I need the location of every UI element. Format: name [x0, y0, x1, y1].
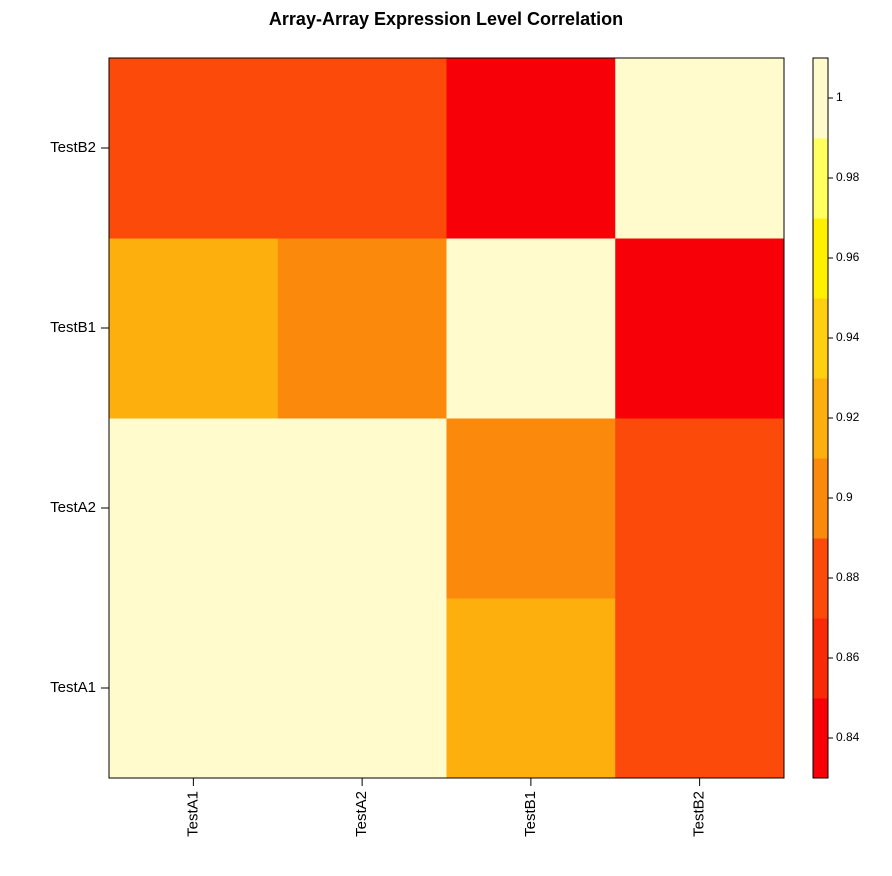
heat-cell: [277, 58, 447, 239]
colorbar-tick-label: 0.94: [836, 330, 860, 344]
heat-cell: [446, 598, 616, 779]
colorbar-tick-label: 0.86: [836, 650, 860, 664]
colorbar-tick-label: 0.9: [836, 490, 853, 504]
colorbar-tick-label: 0.98: [836, 170, 860, 184]
heat-cell: [277, 598, 447, 779]
heat-cell: [109, 418, 279, 599]
colorbar-tick-label: 0.92: [836, 410, 860, 424]
heat-cell: [446, 58, 616, 239]
heat-cell: [615, 58, 785, 239]
y-tick-label: TestB2: [50, 139, 96, 156]
colorbar-band: [813, 538, 828, 619]
heat-cell: [109, 238, 279, 419]
heat-cell: [615, 238, 785, 419]
colorbar-band: [813, 618, 828, 699]
heat-cell: [277, 418, 447, 599]
colorbar-band: [813, 138, 828, 219]
y-tick-label: TestA1: [50, 679, 96, 696]
colorbar-band: [813, 58, 828, 139]
colorbar-band: [813, 218, 828, 299]
heat-cell: [277, 238, 447, 419]
heat-cell: [109, 58, 279, 239]
colorbar-tick-label: 0.88: [836, 570, 860, 584]
heat-cell: [446, 238, 616, 419]
heat-cell: [446, 418, 616, 599]
chart-title: Array-Array Expression Level Correlation: [269, 9, 623, 29]
plot-frame: [108, 57, 785, 779]
x-tick-label: TestA1: [184, 791, 201, 837]
colorbar-tick-label: 1: [836, 90, 843, 104]
colorbar-band: [813, 458, 828, 539]
heat-cell: [615, 598, 785, 779]
colorbar-tick-label: 0.96: [836, 250, 860, 264]
x-tick-label: TestA2: [353, 791, 370, 837]
y-tick-label: TestA2: [50, 499, 96, 516]
colorbar-tick-label: 0.84: [836, 730, 860, 744]
y-tick-label: TestB1: [50, 319, 96, 336]
colorbar-band: [813, 378, 828, 459]
heat-cell: [615, 418, 785, 599]
colorbar-band: [813, 698, 828, 779]
x-tick-label: TestB2: [691, 791, 708, 837]
x-tick-label: TestB1: [522, 791, 539, 837]
heat-cell: [109, 598, 279, 779]
colorbar-band: [813, 298, 828, 379]
